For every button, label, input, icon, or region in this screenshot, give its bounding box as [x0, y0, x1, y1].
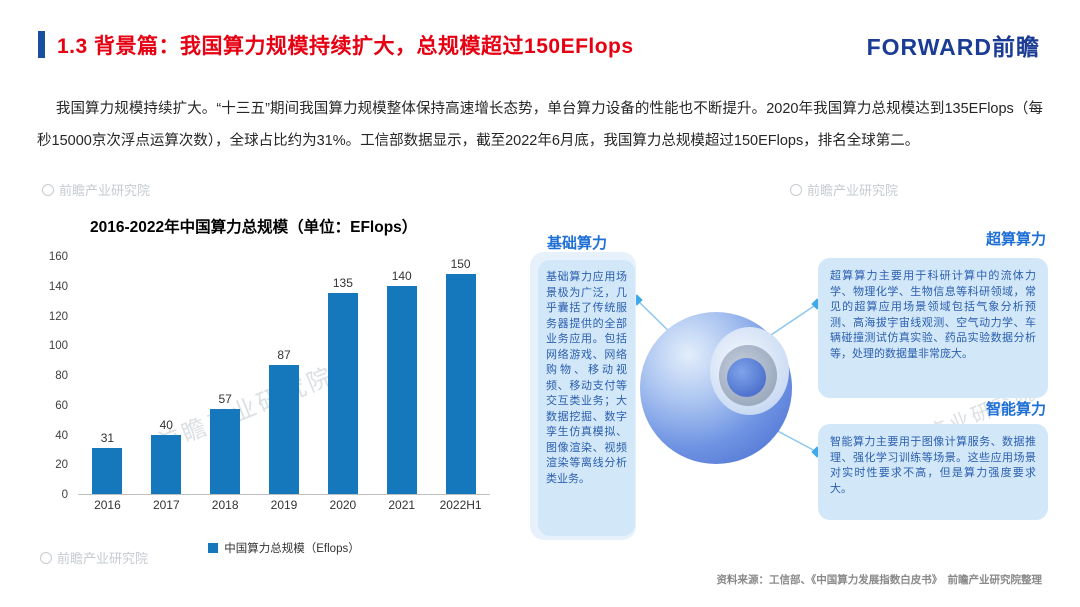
x-tick-label: 2021: [388, 498, 416, 512]
legend-label: 中国算力总规模（Eflops）: [224, 543, 360, 555]
bar-column: 57: [196, 257, 255, 494]
source-note: 资料来源：工信部、《中国算力发展指数白皮书》 前瞻产业研究院整理: [716, 574, 1043, 586]
computing-power-sphere-graphic: [640, 312, 792, 464]
x-tick-label: 2016: [94, 498, 121, 512]
y-tick-label: 140: [48, 280, 68, 293]
intro-paragraph: 我国算力规模持续扩大。“十三五”期间我国算力规模整体保持高速增长态势，单台算力设…: [37, 101, 1043, 149]
x-tick-label: 2017: [152, 498, 180, 512]
watermark-text: 前瞻产业研究院: [807, 183, 899, 198]
watermark: 前瞻产业研究院: [40, 548, 148, 567]
callout-label-super: 超算算力: [985, 231, 1046, 248]
bar: [445, 274, 476, 494]
y-axis: 0 20 40 60 80 100 120 140 160: [40, 251, 72, 501]
bar: [210, 409, 241, 494]
y-tick-label: 20: [55, 459, 68, 472]
bar-column: 31: [78, 257, 137, 494]
chart-title: 2016-2022年中国算力总规模（单位：EFlops）: [90, 219, 418, 236]
legend-swatch: [208, 543, 219, 553]
x-tick-label: 2022H1: [439, 498, 482, 512]
x-tick-label: 2020: [329, 498, 357, 512]
watermark-text: 前瞻产业研究院: [57, 551, 149, 566]
callout-label-ai: 智能算力: [985, 401, 1046, 418]
watermark: 前瞻产业研究院: [790, 180, 898, 199]
watermark-logo-icon: [42, 183, 54, 196]
bar-chart: 2016-2022年中国算力总规模（单位：EFlops） 0 20 40 60 80 10…: [40, 210, 510, 565]
bar: [269, 364, 299, 494]
y-tick-label: 40: [55, 429, 68, 442]
y-tick-label: 100: [48, 340, 68, 353]
plot-area: 31 40 57 87 135 140 150: [78, 257, 490, 495]
bar-column: 135: [313, 257, 372, 494]
bar-value-label: 150: [450, 257, 471, 271]
watermark-text: 前瞻产业研究院: [59, 183, 151, 198]
bar-column: 150: [431, 257, 490, 494]
bar: [386, 285, 417, 494]
page-title: 1.3 背景篇：我国算力规模持续扩大，总规模超过150EFlops: [57, 35, 634, 58]
bar: [327, 293, 358, 494]
bar-column: 140: [372, 257, 431, 494]
y-tick-label: 160: [48, 251, 68, 263]
bar-column: 87: [255, 257, 314, 494]
bar: [151, 434, 182, 494]
forward-logo: FORWARD前瞻: [866, 34, 1040, 60]
callout-box-basic: 基础算力应用场景极为广泛，几乎囊括了传统服务器提供的全部业务应用。包括网络游戏、…: [538, 260, 635, 536]
bar-value-label: 135: [332, 276, 353, 291]
sphere-core: [726, 357, 767, 398]
bar-value-label: 40: [159, 417, 173, 432]
bar: [92, 447, 123, 494]
callout-label-basic: 基础算力: [547, 235, 608, 252]
callout-box-ai: 智能算力主要用于图像计算服务、数据推理、强化学习训练等场景。这些应用场景对实时性…: [818, 424, 1048, 520]
bar-value-label: 57: [218, 392, 232, 407]
watermark: 前瞻产业研究院: [42, 180, 150, 199]
y-tick-label: 120: [48, 310, 68, 323]
bar-value-label: 140: [391, 268, 412, 283]
bar-value-label: 87: [277, 347, 291, 362]
y-tick-label: 80: [55, 370, 68, 382]
bar-value-label: 31: [100, 430, 115, 445]
bar-column: 40: [137, 257, 196, 494]
x-tick-label: 2019: [270, 498, 298, 512]
watermark-logo-icon: [790, 183, 802, 196]
x-tick-label: 2018: [211, 498, 239, 512]
watermark-logo-icon: [40, 551, 52, 564]
y-tick-label: 0: [61, 489, 68, 501]
chart-legend: 中国算力总规模（Eflops）: [78, 540, 490, 556]
x-axis: 2016 2017 2018 2019 2020 2021 2022H1: [78, 498, 490, 512]
title-accent-bar: [38, 31, 45, 58]
y-tick-label: 60: [55, 399, 68, 412]
callout-box-super: 超算算力主要用于科研计算中的流体力学、物理化学、生物信息等科研领域，常见的超算应…: [818, 258, 1048, 398]
